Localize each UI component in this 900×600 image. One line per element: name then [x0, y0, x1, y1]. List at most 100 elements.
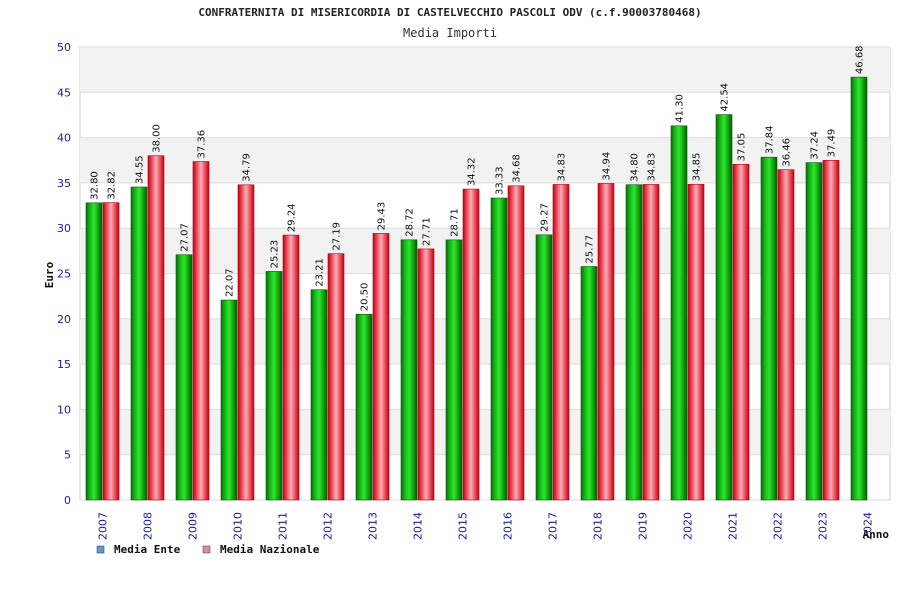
x-tick-label: 2010	[232, 512, 245, 540]
bar-media-ente-2009	[175, 254, 193, 501]
legend-swatch-media-nazionale	[202, 545, 211, 554]
bar-media-nazionale-2011	[282, 234, 300, 501]
bar-media-ente-2017	[535, 234, 553, 501]
data-label-media-ente-2015: 28.71	[450, 208, 461, 237]
data-label-media-ente-2011: 25.23	[270, 240, 281, 269]
bar-media-nazionale-2010	[237, 184, 255, 501]
data-label-media-ente-2021: 42.54	[720, 83, 731, 112]
bar-media-nazionale-2017	[552, 184, 570, 501]
bar-media-nazionale-2008	[147, 155, 165, 501]
data-label-media-ente-2023: 37.24	[810, 131, 821, 160]
y-tick-label: 0	[64, 494, 71, 507]
y-tick-label: 25	[57, 268, 71, 281]
bar-media-ente-2008	[130, 186, 148, 501]
bar-media-ente-2020	[670, 125, 688, 501]
grid-band	[80, 137, 890, 183]
data-label-media-ente-2018: 25.77	[585, 235, 596, 264]
x-tick-label: 2012	[322, 512, 335, 540]
data-label-media-ente-2020: 41.30	[675, 94, 686, 123]
x-tick-label: 2013	[367, 512, 380, 540]
y-tick-label: 45	[57, 86, 71, 99]
x-tick-label: 2021	[727, 512, 740, 540]
chart-subtitle: Media Importi	[403, 26, 497, 40]
bar-media-ente-2010	[220, 299, 238, 501]
data-label-media-nazionale-2021: 37.05	[737, 133, 748, 162]
data-label-media-ente-2012: 23.21	[315, 258, 326, 287]
data-label-media-nazionale-2007: 32.82	[107, 171, 118, 200]
data-label-media-nazionale-2022: 36.46	[782, 138, 793, 167]
legend-label-media-ente: Media Ente	[114, 543, 181, 556]
data-label-media-ente-2010: 22.07	[225, 268, 236, 297]
x-tick-label: 2018	[592, 512, 605, 540]
data-label-media-ente-2007: 32.80	[90, 171, 101, 200]
x-tick-label: 2024	[862, 512, 875, 540]
x-axis-ticks: 2007 2008 2009 2010 2011 2012 2013 2014 2015 2016…	[97, 512, 875, 540]
bar-media-nazionale-2013	[372, 233, 390, 501]
bar-media-ente-2015	[445, 239, 463, 501]
data-label-media-nazionale-2014: 27.71	[422, 217, 433, 246]
data-label-media-ente-2014: 28.72	[405, 208, 416, 237]
bar-media-nazionale-2019	[642, 184, 660, 501]
bar-media-ente-2018	[580, 266, 598, 501]
data-label-media-ente-2017: 29.27	[540, 203, 551, 232]
grid-band	[80, 318, 890, 365]
y-axis-ticks: 0 5 10 15 20 25 30 35 40 45 50	[57, 41, 71, 507]
data-label-media-nazionale-2019: 34.83	[647, 153, 658, 182]
data-label-media-ente-2013: 20.50	[360, 283, 371, 312]
y-tick-label: 50	[57, 41, 71, 54]
bar-media-nazionale-2023	[822, 160, 840, 501]
grid-band	[80, 228, 890, 274]
y-tick-label: 10	[57, 403, 71, 416]
data-label-media-nazionale-2013: 29.43	[377, 202, 388, 231]
y-axis-label: Euro	[43, 261, 56, 288]
data-label-media-nazionale-2018: 34.94	[602, 152, 613, 181]
data-label-media-ente-2019: 34.80	[630, 153, 641, 182]
data-label-media-nazionale-2017: 34.83	[557, 153, 568, 182]
bar-media-ente-2022	[760, 156, 778, 501]
bars: 32.80 32.82 34.55 38.00 27.07 37.36 22.07 34.79…	[85, 45, 868, 501]
y-tick-label: 5	[64, 449, 71, 462]
bar-media-nazionale-2007	[102, 202, 120, 501]
data-label-media-nazionale-2016: 34.68	[512, 154, 523, 183]
bar-media-nazionale-2021	[732, 164, 750, 501]
x-tick-label: 2011	[277, 512, 290, 540]
x-tick-label: 2014	[412, 512, 425, 540]
y-tick-label: 35	[57, 177, 71, 190]
bar-media-nazionale-2014	[417, 248, 435, 501]
data-label-media-nazionale-2020: 34.85	[692, 153, 703, 182]
bar-media-nazionale-2018	[597, 183, 615, 501]
bar-media-nazionale-2015	[462, 188, 480, 501]
data-label-media-nazionale-2012: 27.19	[332, 222, 343, 251]
data-label-media-ente-2022: 37.84	[765, 126, 776, 155]
x-tick-label: 2022	[772, 512, 785, 540]
bar-media-ente-2013	[355, 313, 373, 501]
bar-media-ente-2016	[490, 197, 508, 501]
bar-media-ente-2019	[625, 184, 643, 501]
x-axis-label: Anno	[863, 528, 890, 541]
x-tick-label: 2009	[187, 512, 200, 540]
x-tick-label: 2023	[817, 512, 830, 540]
x-tick-label: 2016	[502, 512, 515, 540]
bar-media-ente-2007	[85, 202, 103, 501]
bar-media-ente-2024	[850, 76, 868, 501]
data-label-media-nazionale-2009: 37.36	[197, 130, 208, 159]
bar-media-nazionale-2012	[327, 253, 345, 501]
bar-media-nazionale-2009	[192, 161, 210, 501]
x-tick-label: 2019	[637, 512, 650, 540]
x-tick-label: 2015	[457, 512, 470, 540]
x-tick-label: 2008	[142, 512, 155, 540]
data-label-media-ente-2009: 27.07	[180, 223, 191, 252]
bar-media-ente-2012	[310, 289, 328, 501]
grid-band	[80, 47, 890, 93]
gridlines	[80, 46, 890, 501]
y-tick-label: 20	[57, 313, 71, 326]
y-tick-label: 30	[57, 222, 71, 235]
data-label-media-ente-2008: 34.55	[135, 155, 146, 184]
data-label-media-ente-2024: 46.68	[855, 45, 866, 74]
data-label-media-nazionale-2008: 38.00	[152, 124, 163, 153]
x-tick-label: 2007	[97, 512, 110, 540]
legend-swatch-media-ente	[96, 545, 105, 554]
bar-media-nazionale-2022	[777, 169, 795, 501]
legend: Media Ente Media Nazionale	[96, 543, 320, 556]
chart-title: CONFRATERNITA DI MISERICORDIA DI CASTELV…	[198, 6, 701, 19]
